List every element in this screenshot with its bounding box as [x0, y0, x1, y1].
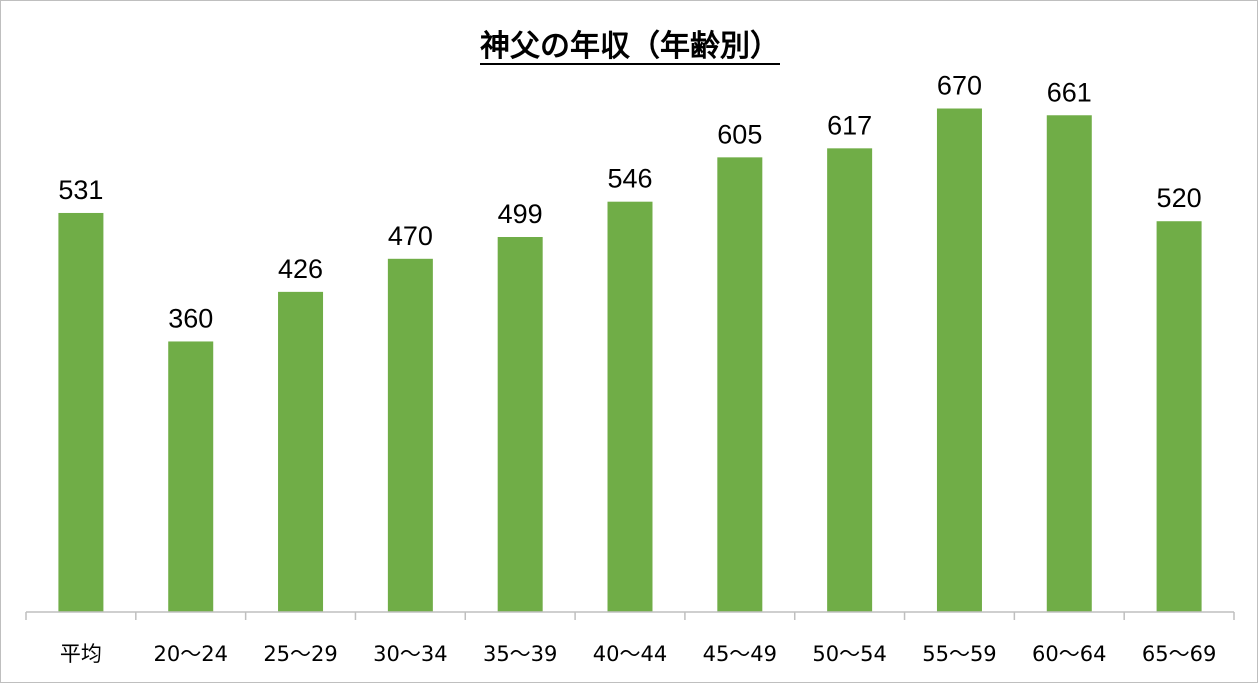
- x-axis-ticks: [25, 612, 1235, 620]
- data-label-3: 470: [388, 221, 433, 251]
- x-tick-label-6: 45～49: [703, 642, 777, 666]
- bar-5: [607, 201, 653, 612]
- x-tick-label-3: 30～34: [373, 642, 447, 666]
- bar-2: [278, 291, 324, 612]
- bar-1: [168, 341, 214, 612]
- data-label-4: 499: [498, 199, 543, 229]
- x-tick-label-4: 35～39: [483, 642, 557, 666]
- x-tick-label-9: 60～64: [1032, 642, 1106, 666]
- bar-3: [387, 258, 433, 612]
- data-label-10: 520: [1157, 183, 1202, 213]
- bar-6: [717, 157, 763, 612]
- x-tick-label-0: 平均: [60, 642, 102, 666]
- data-label-6: 605: [717, 119, 762, 149]
- data-label-1: 360: [168, 303, 213, 333]
- bar-4: [497, 237, 543, 612]
- data-label-7: 617: [827, 110, 872, 140]
- bar-series: [58, 108, 1202, 613]
- bar-8: [936, 108, 982, 612]
- bar-10: [1156, 221, 1202, 612]
- x-axis-tick-labels: 平均 20～24 25～29 30～34 35～39 40～44 45～49 50～54 55～…: [60, 642, 1216, 666]
- x-tick-label-2: 25～29: [263, 642, 337, 666]
- data-label-9: 661: [1047, 77, 1092, 107]
- x-tick-label-7: 50～54: [812, 642, 886, 666]
- bar-9: [1046, 115, 1092, 613]
- data-label-5: 546: [607, 164, 652, 194]
- data-label-2: 426: [278, 254, 323, 284]
- data-labels: 531 360 426 470 499 546 605 617 670 661 520: [58, 71, 1201, 334]
- x-tick-label-1: 20～24: [154, 642, 228, 666]
- data-label-8: 670: [937, 71, 982, 101]
- x-tick-label-10: 65～69: [1142, 642, 1216, 666]
- bar-7: [827, 148, 873, 612]
- chart-title: 神父の年収（年齢別）: [480, 29, 780, 64]
- bar-0: [58, 212, 104, 612]
- data-label-0: 531: [58, 175, 103, 205]
- x-tick-label-8: 55～59: [922, 642, 996, 666]
- x-tick-label-5: 40～44: [593, 642, 667, 666]
